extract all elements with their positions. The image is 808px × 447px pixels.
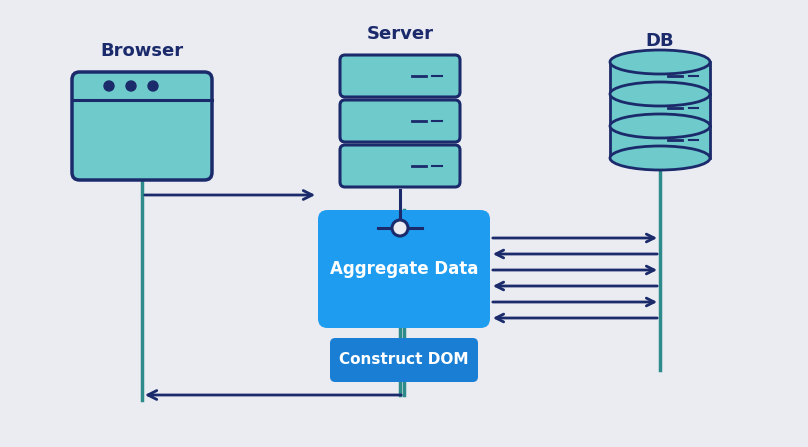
Polygon shape	[610, 126, 710, 158]
FancyBboxPatch shape	[318, 210, 490, 328]
Ellipse shape	[610, 50, 710, 74]
Ellipse shape	[610, 82, 710, 106]
Polygon shape	[610, 62, 710, 94]
Ellipse shape	[610, 146, 710, 170]
FancyBboxPatch shape	[330, 338, 478, 382]
Text: Server: Server	[367, 25, 434, 43]
FancyBboxPatch shape	[340, 145, 460, 187]
Circle shape	[104, 81, 114, 91]
Text: Aggregate Data: Aggregate Data	[330, 260, 478, 278]
Circle shape	[126, 81, 136, 91]
Text: DB: DB	[646, 32, 675, 50]
Text: Construct DOM: Construct DOM	[339, 353, 469, 367]
FancyBboxPatch shape	[340, 55, 460, 97]
Circle shape	[148, 81, 158, 91]
Ellipse shape	[610, 114, 710, 138]
Text: Browser: Browser	[100, 42, 183, 60]
Circle shape	[392, 220, 408, 236]
FancyBboxPatch shape	[340, 100, 460, 142]
Polygon shape	[610, 94, 710, 126]
FancyBboxPatch shape	[72, 72, 212, 180]
